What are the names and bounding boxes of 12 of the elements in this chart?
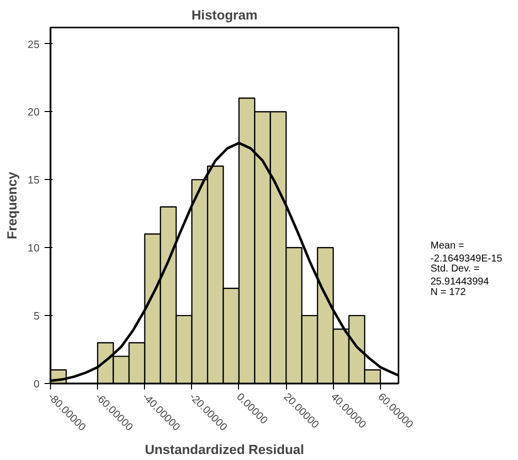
- y-tick-label: 20: [28, 106, 40, 119]
- y-tick-label: 0: [34, 378, 40, 390]
- text: N = 172: [430, 286, 466, 298]
- chart-title: Histogram: [192, 8, 258, 22]
- text: Mean = -2.1649349E-15: [430, 240, 503, 265]
- y-axis-title: Frequency: [4, 171, 20, 240]
- x-axis-title: Unstandardized Residual: [144, 442, 304, 458]
- y-tick-label: 15: [28, 174, 40, 187]
- y-tick-label: 5: [34, 310, 40, 323]
- y-tick-label: 25: [28, 38, 40, 51]
- y-tick-label: 10: [28, 242, 40, 255]
- text: Std. Dev. = 25.91443994: [430, 264, 490, 288]
